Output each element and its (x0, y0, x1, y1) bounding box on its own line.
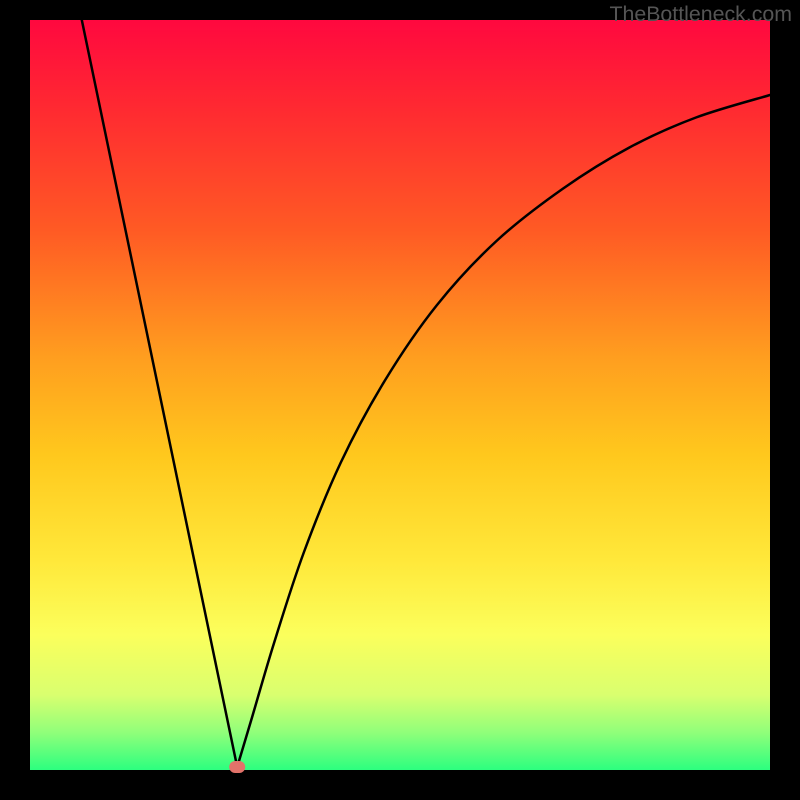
bottleneck-chart (0, 0, 800, 800)
optimal-marker (229, 761, 245, 773)
watermark-text: TheBottleneck.com (609, 2, 792, 27)
chart-stage: TheBottleneck.com (0, 0, 800, 800)
